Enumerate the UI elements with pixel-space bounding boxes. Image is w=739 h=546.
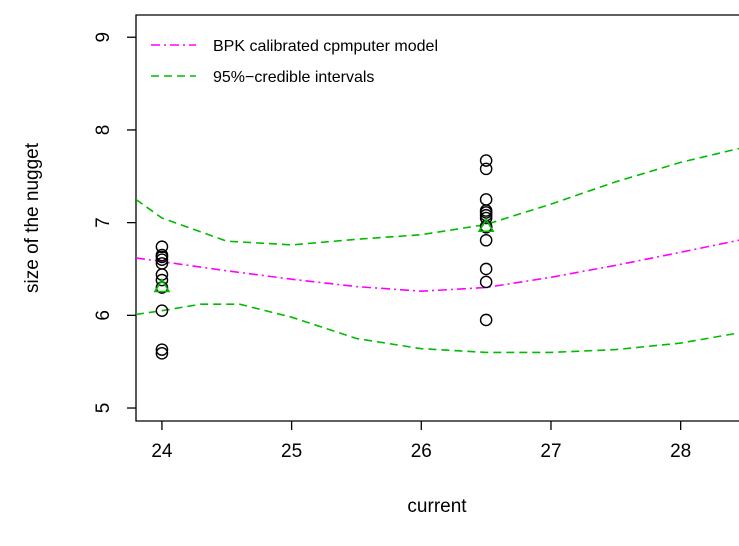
- credible-interval-line: [136, 147, 739, 246]
- observation-point: [155, 273, 169, 287]
- observation-point: [479, 211, 493, 225]
- observation-point: [155, 304, 169, 317]
- observation-point: [155, 240, 169, 254]
- legend-label: BPK calibrated cpmputer model: [213, 38, 438, 55]
- y-tick-label: 7: [93, 217, 114, 228]
- observation-point: [479, 154, 493, 167]
- x-tick-label: 24: [151, 441, 173, 462]
- series-layer: [136, 147, 739, 354]
- points-layer: [153, 154, 495, 360]
- x-tick-label: 27: [540, 441, 561, 462]
- x-axis-title: current: [407, 496, 467, 517]
- legend-label: 95%−credible intervals: [213, 69, 374, 86]
- axes: 24 25 26 27 28 5 6 7 8 9: [93, 14, 739, 462]
- observation-point: [155, 343, 169, 356]
- observation-point: [479, 193, 493, 206]
- observation-point: [155, 253, 169, 267]
- y-tick-label: 8: [93, 125, 114, 136]
- plot-frame: [135, 14, 739, 422]
- y-tick-label: 5: [93, 403, 114, 414]
- observation-point: [479, 233, 493, 247]
- mean-marker: [477, 217, 495, 233]
- observation-point: [479, 162, 493, 176]
- y-tick-label: 9: [93, 32, 114, 43]
- y-axis-title: size of the nugget: [22, 142, 43, 293]
- legend: BPK calibrated cpmputer model 95%−credibl…: [151, 38, 438, 86]
- observation-point: [155, 281, 169, 294]
- observation-point: [479, 275, 493, 289]
- credible-interval-line: [136, 303, 739, 354]
- observation-point: [479, 313, 493, 327]
- y-tick-label: 6: [93, 310, 114, 321]
- x-tick-label: 26: [411, 441, 432, 462]
- observation-point: [479, 262, 493, 276]
- model-line: [136, 239, 739, 293]
- x-tick-label: 28: [670, 441, 691, 462]
- mean-marker: [153, 278, 171, 293]
- observation-point: [155, 347, 169, 360]
- x-tick-label: 25: [281, 441, 302, 462]
